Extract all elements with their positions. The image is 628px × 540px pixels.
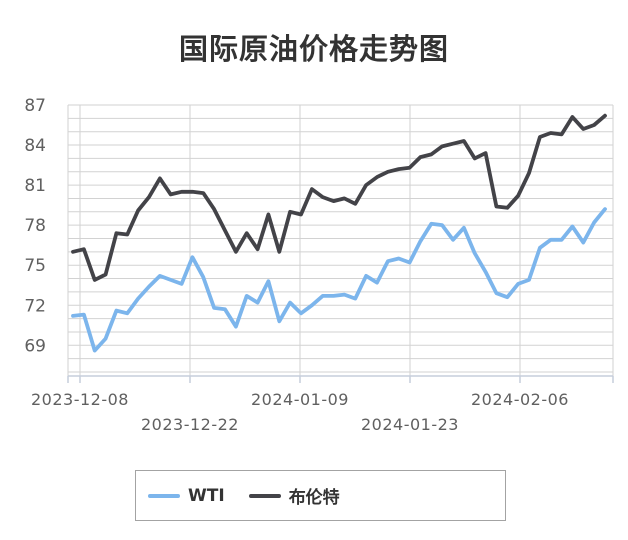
chart-legend: WTI 布伦特 — [135, 470, 506, 521]
x-axis-label: 2024-02-06 — [471, 390, 569, 409]
chart-title: 国际原油价格走势图 — [178, 32, 449, 66]
x-axis-label: 2023-12-08 — [31, 390, 129, 409]
wti-series-line — [71, 207, 607, 353]
legend-item-wti[interactable]: WTI — [148, 486, 225, 506]
legend-item-brent[interactable]: 布伦特 — [248, 483, 340, 508]
y-axis-label: 78 — [24, 216, 46, 236]
legend-label-wti: WTI — [188, 485, 225, 506]
y-axis-label: 72 — [24, 296, 46, 316]
x-axis-label: 2024-01-23 — [361, 415, 459, 434]
y-axis-label: 81 — [24, 176, 46, 196]
y-axis-label: 69 — [24, 336, 46, 356]
brent-series-line — [71, 113, 607, 282]
x-axis-label: 2023-12-22 — [141, 415, 239, 434]
legend-label-brent: 布伦特 — [288, 488, 340, 508]
wti-line-swatch-icon — [148, 493, 180, 498]
brent-line-swatch-icon — [248, 493, 281, 498]
x-axis-label: 2024-01-09 — [251, 390, 349, 409]
y-axis-label: 87 — [24, 96, 46, 116]
y-axis-label: 75 — [24, 256, 46, 276]
y-axis-label: 84 — [24, 136, 46, 156]
